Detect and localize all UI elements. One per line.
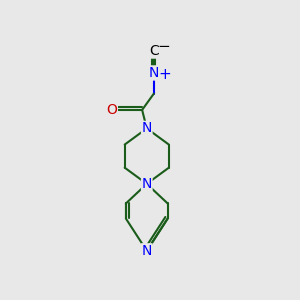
Text: N: N (148, 66, 159, 80)
Text: N: N (142, 177, 152, 191)
Text: N: N (142, 244, 152, 258)
Text: −: − (158, 39, 171, 54)
Text: +: + (158, 67, 171, 82)
Text: C: C (149, 44, 159, 58)
Text: N: N (142, 122, 152, 135)
Text: O: O (106, 103, 117, 117)
